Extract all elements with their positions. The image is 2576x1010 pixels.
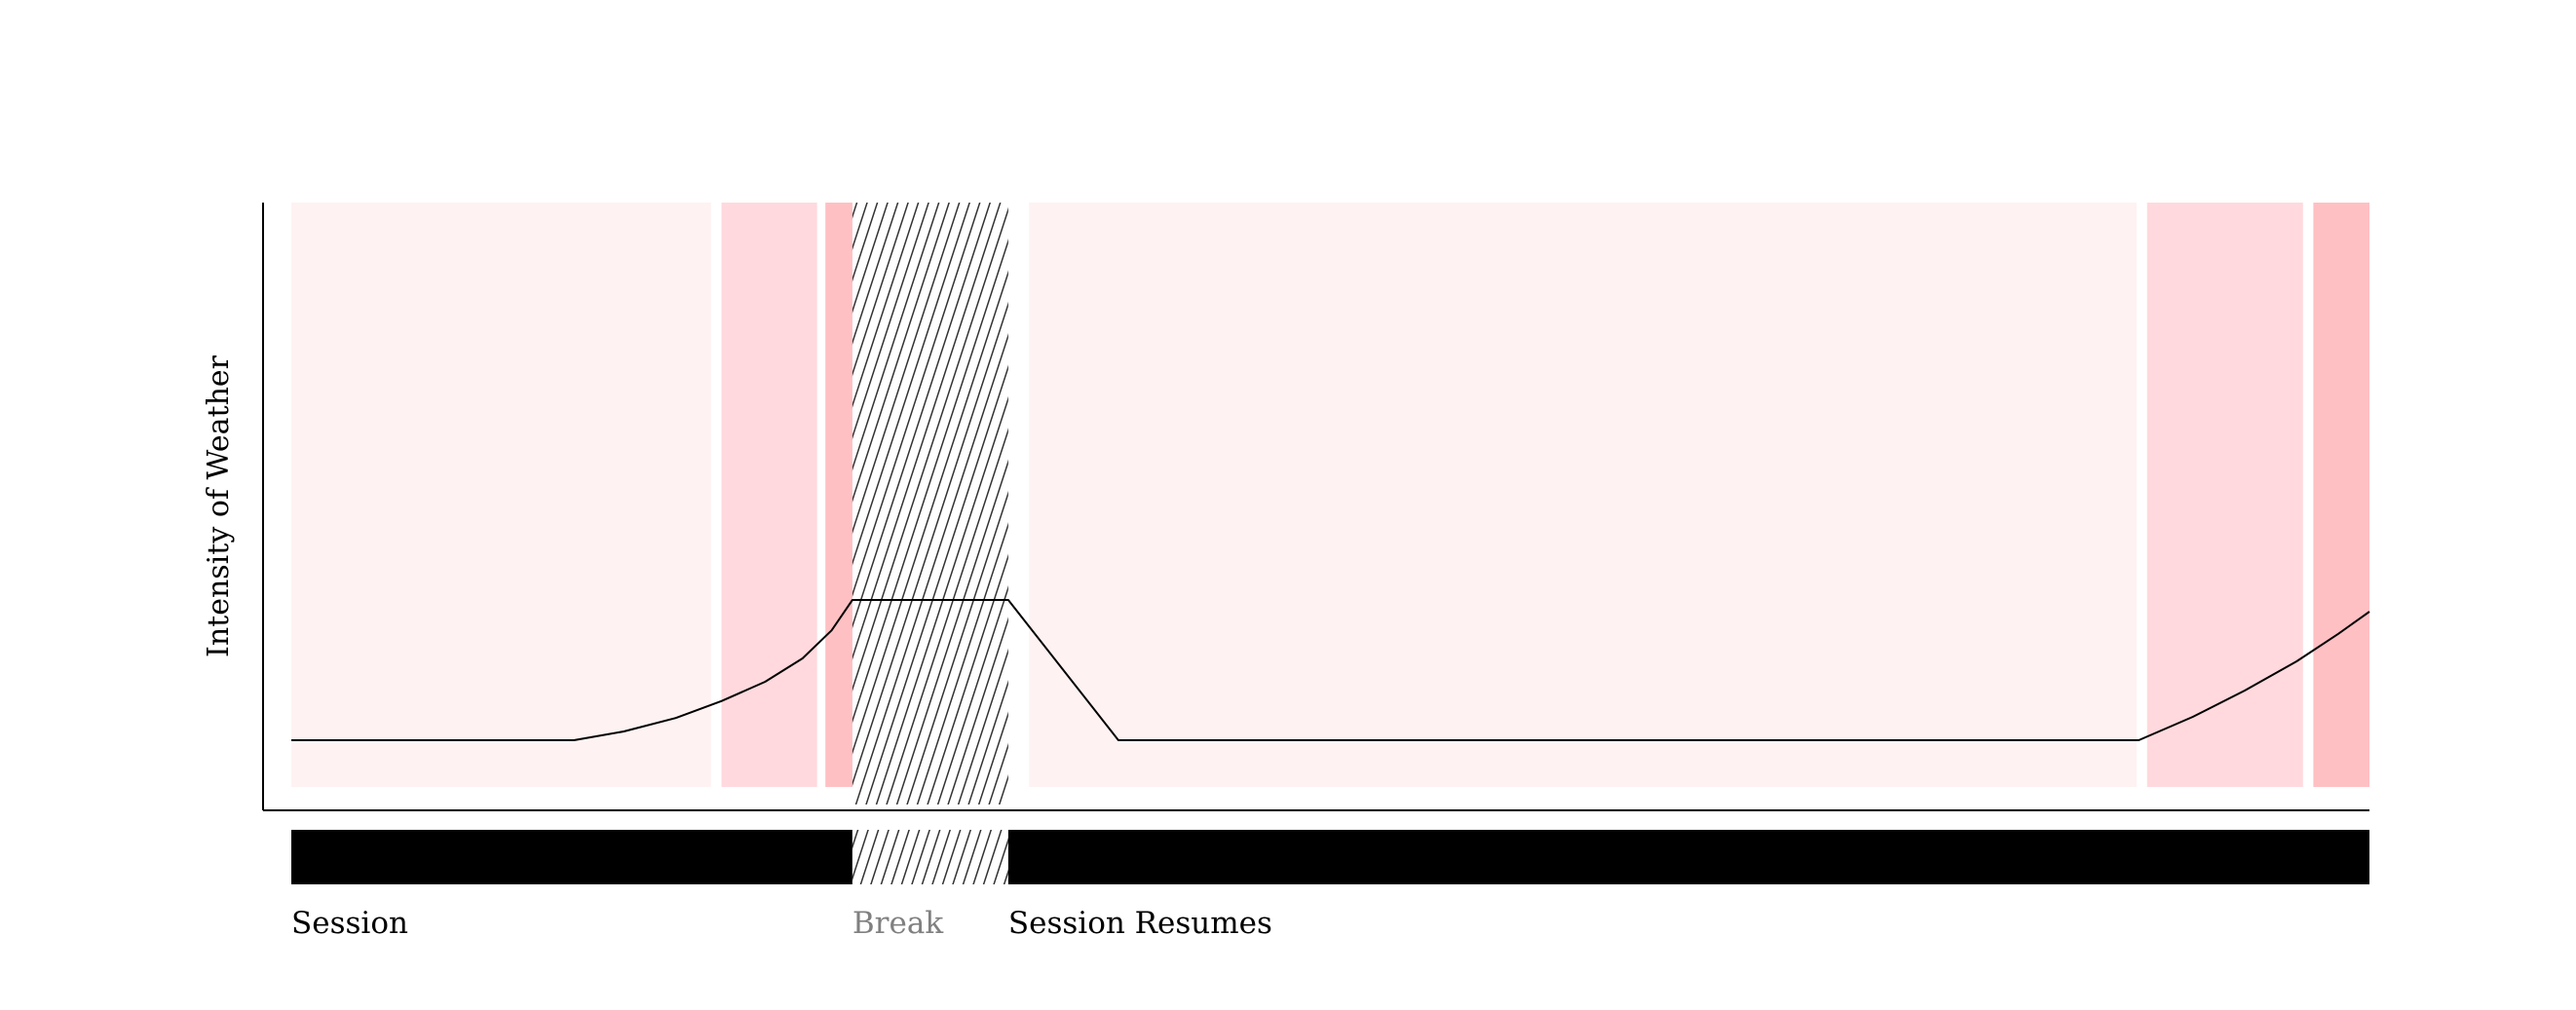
timeline-label-session: Session Resumes: [1008, 906, 1272, 941]
y-axis-label: Intensity of Weather: [202, 355, 236, 657]
timeline-segment-session: [291, 830, 852, 884]
intensity-band-strong: [2313, 203, 2369, 787]
intensity-line-layer: [291, 599, 2370, 741]
intensity-band-light: [291, 203, 711, 787]
intensity-bands: [291, 203, 2369, 787]
intensity-line: [291, 599, 2370, 741]
axes: [262, 203, 2369, 811]
timeline: Session Break Session Resumes: [291, 830, 2369, 941]
timeline-segment-session: [1007, 830, 2369, 884]
timeline-segment-break: [852, 830, 1008, 884]
timeline-label-session: Session: [291, 906, 408, 941]
timeline-label-break: Break: [852, 906, 943, 941]
intensity-band-light: [1029, 203, 2138, 787]
intensity-band-strong: [825, 203, 855, 787]
break-region: [852, 203, 1008, 804]
break-hatch-region: [852, 203, 1008, 804]
intensity-band-medium: [2146, 203, 2303, 787]
intensity-band-medium: [721, 203, 817, 787]
